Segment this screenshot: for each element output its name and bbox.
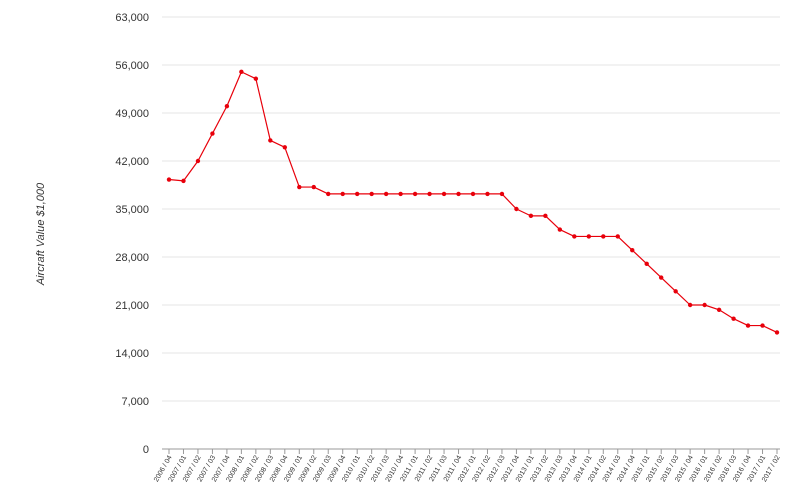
y-tick-label: 28,000 <box>115 252 149 264</box>
data-point[interactable] <box>354 191 360 197</box>
data-point[interactable] <box>369 191 374 197</box>
data-point[interactable] <box>268 138 273 143</box>
data-point[interactable] <box>716 307 722 312</box>
series-line <box>168 71 778 333</box>
data-point[interactable] <box>195 158 201 164</box>
data-point[interactable] <box>326 191 331 197</box>
data-point[interactable] <box>601 234 606 239</box>
data-point[interactable] <box>615 234 620 239</box>
data-point[interactable] <box>340 191 345 197</box>
y-tick-label: 63,000 <box>115 12 149 24</box>
data-point[interactable] <box>760 323 765 328</box>
data-point[interactable] <box>166 177 172 182</box>
data-point[interactable] <box>470 191 476 197</box>
gridlines <box>162 16 780 450</box>
data-point[interactable] <box>731 316 736 321</box>
series-group <box>166 69 780 335</box>
data-point[interactable] <box>210 131 215 136</box>
data-point[interactable] <box>543 213 548 219</box>
data-point[interactable] <box>514 206 519 212</box>
y-tick-label: 14,000 <box>115 348 149 360</box>
data-point[interactable] <box>398 191 403 197</box>
data-point[interactable] <box>383 191 389 197</box>
data-point[interactable] <box>658 275 664 280</box>
data-point[interactable] <box>499 191 505 197</box>
data-point[interactable] <box>673 289 678 294</box>
data-point[interactable] <box>253 76 259 81</box>
data-point[interactable] <box>456 191 461 197</box>
y-tick-label: 49,000 <box>115 108 149 120</box>
data-point[interactable] <box>239 69 244 75</box>
data-point[interactable] <box>282 145 288 150</box>
y-tick-label: 0 <box>143 444 149 456</box>
data-point[interactable] <box>557 227 563 232</box>
data-point[interactable] <box>297 184 302 190</box>
y-tick-label: 42,000 <box>115 156 149 168</box>
data-point[interactable] <box>181 178 186 184</box>
y-axis-label: Aircraft Value $1,000 <box>35 182 47 286</box>
y-axis: 0 7,000 14,000 21,000 28,000 35,000 42,000 49,0… <box>115 12 149 456</box>
data-point[interactable] <box>687 302 693 308</box>
data-point[interactable] <box>644 261 649 267</box>
y-tick-label: 7,000 <box>121 396 149 408</box>
data-point[interactable] <box>572 234 577 239</box>
y-tick-label: 56,000 <box>115 60 149 72</box>
data-point[interactable] <box>412 191 418 197</box>
data-point[interactable] <box>485 191 490 197</box>
data-point[interactable] <box>586 234 592 239</box>
data-point[interactable] <box>427 191 432 197</box>
data-point[interactable] <box>630 247 635 253</box>
y-tick-label: 35,000 <box>115 204 149 216</box>
data-point[interactable] <box>745 323 751 328</box>
data-point[interactable] <box>702 302 707 308</box>
y-tick-label: 21,000 <box>115 300 149 312</box>
data-point[interactable] <box>441 191 447 197</box>
data-point[interactable] <box>774 330 780 335</box>
data-point[interactable] <box>311 184 316 190</box>
data-point[interactable] <box>528 213 534 219</box>
data-point[interactable] <box>224 103 230 109</box>
